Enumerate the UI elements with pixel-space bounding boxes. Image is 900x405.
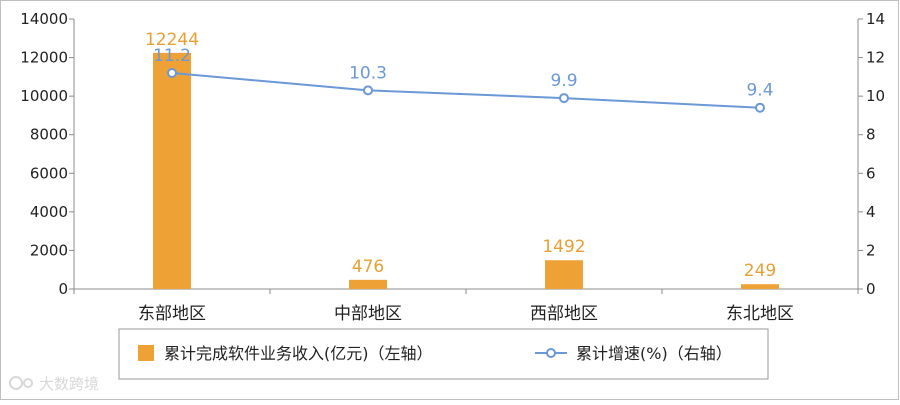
growth-line xyxy=(171,72,761,109)
right-tick-label: 10 xyxy=(866,87,885,105)
category-label: 东北地区 xyxy=(726,304,794,324)
left-tick-label: 8000 xyxy=(30,126,68,144)
legend-label-line: 累计增速(%)（右轴） xyxy=(576,344,732,363)
line-point xyxy=(167,68,177,78)
bar xyxy=(545,260,583,289)
legend-label-bar: 累计完成软件业务收入(亿元)（左轴） xyxy=(164,344,433,363)
legend-swatch-bar xyxy=(138,345,154,361)
line-point xyxy=(755,102,765,113)
category-label: 中部地区 xyxy=(334,304,402,324)
bar xyxy=(153,52,191,289)
right-axis: 0 2 4 6 8 10 12 14 xyxy=(857,10,885,298)
bar-series: 12244 476 1492 249 xyxy=(145,30,779,289)
line-data-label: 9.9 xyxy=(550,71,577,91)
right-tick-label: 12 xyxy=(866,49,885,67)
line-data-label: 9.4 xyxy=(746,81,773,101)
category-label: 东部地区 xyxy=(138,304,206,324)
right-tick-label: 6 xyxy=(866,164,876,182)
right-tick-label: 4 xyxy=(866,203,876,221)
left-tick-label: 10000 xyxy=(20,87,68,105)
category-label: 西部地区 xyxy=(530,304,598,324)
bar-data-label: 1492 xyxy=(542,237,585,257)
bar-data-label: 249 xyxy=(744,261,776,281)
left-axis: 0 2000 4000 6000 8000 10000 12000 14000 xyxy=(20,10,858,298)
right-tick-label: 14 xyxy=(866,10,885,28)
bar-data-label: 12244 xyxy=(145,30,199,50)
bar-data-label: 476 xyxy=(352,257,384,277)
legend: 累计完成软件业务收入(亿元)（左轴） 累计增速(%)（右轴） xyxy=(118,328,769,380)
bar xyxy=(349,279,387,289)
line-data-label: 11.2 xyxy=(153,46,191,66)
legend-swatch-marker xyxy=(546,348,556,358)
watermark-text: 大数跨境 xyxy=(39,375,99,393)
right-tick-label: 0 xyxy=(866,280,876,298)
left-tick-label: 4000 xyxy=(30,203,68,221)
left-tick-label: 2000 xyxy=(30,241,68,259)
left-tick-label: 14000 xyxy=(20,10,68,28)
line-data-label: 10.3 xyxy=(349,63,387,83)
category-axis: 东部地区 中部地区 西部地区 东北地区 xyxy=(73,289,859,324)
left-tick-label: 0 xyxy=(58,280,68,298)
right-tick-label: 2 xyxy=(866,241,876,259)
line-series: 11.2 10.3 9.9 9.4 xyxy=(153,46,774,113)
line-point xyxy=(559,93,569,104)
brand-logo-icon-part xyxy=(23,378,33,388)
left-tick-label: 6000 xyxy=(30,164,68,182)
left-tick-label: 12000 xyxy=(20,49,68,67)
line-point xyxy=(363,85,373,96)
brand-logo-icon xyxy=(9,376,23,390)
watermark: 大数跨境 xyxy=(9,375,99,393)
right-tick-label: 8 xyxy=(866,126,876,144)
legend-box xyxy=(118,328,769,380)
bar xyxy=(741,284,779,289)
